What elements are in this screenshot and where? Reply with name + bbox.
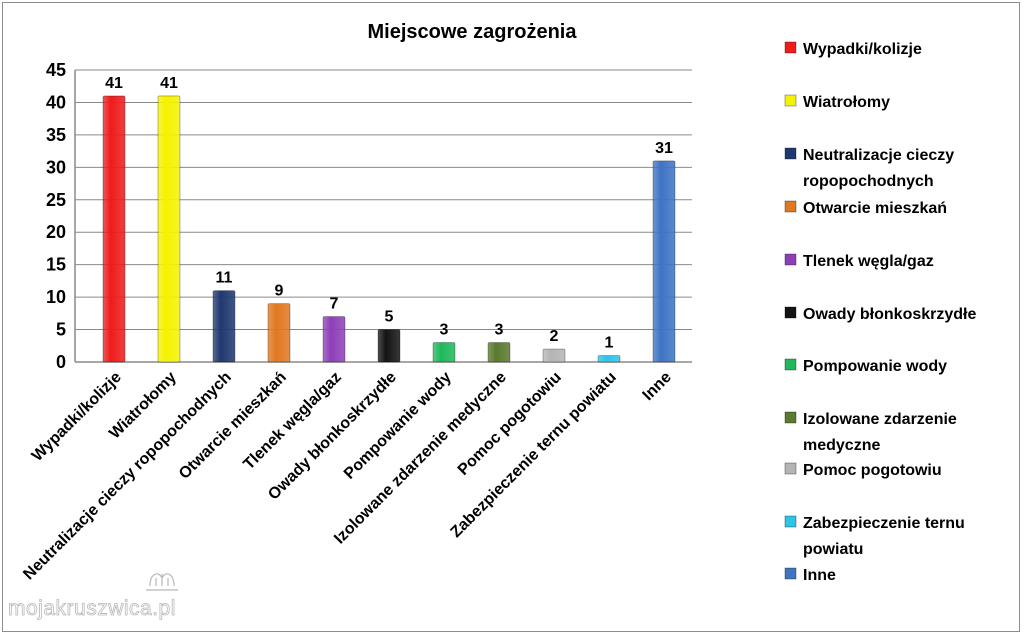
legend-item: Tlenek węgla/gaz [784, 253, 934, 270]
legend-label: Inne [803, 567, 836, 584]
legend-item: Owady błonkoskrzydłe [784, 306, 976, 323]
y-tick-label: 25 [46, 190, 66, 210]
bar-9 [597, 355, 621, 363]
bar-0 [102, 95, 126, 363]
y-tick-label: 15 [46, 255, 66, 275]
legend-label: Wypadki/kolizje [803, 41, 922, 58]
legend-label: Owady błonkoskrzydłe [803, 306, 976, 323]
legend-label: Pompowanie wody [803, 358, 947, 375]
bar-5 [377, 329, 401, 363]
bar-3 [267, 303, 291, 363]
legend-swatch [784, 567, 797, 580]
legend: Wypadki/kolizje Wiatrołomy Neutralizacje c… [784, 41, 976, 584]
legend-item: Izolowane zdarzenie medyczne [784, 411, 957, 454]
bar-2 [212, 290, 236, 363]
x-category-label: Pomoc pogotowiu [455, 369, 565, 479]
legend-label: Neutralizacje cieczy [803, 147, 954, 164]
watermark-text: mojakruszwica.pl [8, 597, 176, 620]
watermark-logo-icon [146, 573, 178, 591]
legend-swatch [784, 41, 797, 54]
legend-item: Wiatrołomy [784, 94, 890, 111]
data-label: 9 [275, 283, 284, 300]
legend-label: Otwarcie mieszkań [803, 200, 947, 217]
legend-item: Pomoc pogotowiu [784, 462, 942, 479]
legend-label: Tlenek węgla/gaz [803, 253, 934, 270]
x-category-label: Neutralizacje cieczy ropopochodnych [20, 369, 234, 583]
data-label: 3 [440, 322, 449, 339]
legend-item: Pompowanie wody [784, 358, 947, 375]
x-category-label: Wypadki/kolizje [29, 369, 125, 465]
legend-swatch [784, 200, 797, 213]
y-tick-label: 10 [46, 287, 66, 307]
legend-swatch [784, 94, 797, 107]
legend-swatch [784, 515, 797, 528]
chart-title: Miejscowe zagrożenia [368, 21, 578, 43]
y-tick-label: 45 [46, 60, 66, 80]
x-category-label: Inne [640, 369, 675, 404]
y-axis-ticks: 0 5 10 15 20 25 30 35 40 45 [46, 60, 66, 372]
bar-8 [542, 348, 566, 363]
data-label: 41 [105, 75, 123, 92]
legend-swatch [784, 462, 797, 475]
legend-item: Neutralizacje cieczy ropopochodnych [784, 147, 954, 190]
data-label: 31 [655, 140, 673, 157]
bars [102, 95, 676, 363]
x-category-label: Otwarcie mieszkań [176, 369, 290, 483]
data-label: 1 [605, 335, 614, 352]
legend-item: Otwarcie mieszkań [784, 200, 947, 217]
data-label: 41 [160, 75, 178, 92]
data-labels: 41 41 11 9 7 5 3 3 2 1 31 [105, 75, 673, 352]
legend-item: Zabezpieczenie ternu powiatu [784, 515, 965, 558]
legend-item: Inne [784, 567, 836, 584]
bar-7 [487, 342, 511, 363]
data-label: 3 [495, 322, 504, 339]
bar-6 [432, 342, 456, 363]
bar-10 [652, 160, 676, 363]
bar-1 [157, 95, 181, 363]
legend-label: ropopochodnych [803, 173, 934, 190]
bar-4 [322, 316, 346, 363]
legend-swatch [784, 253, 797, 266]
data-label: 11 [216, 270, 233, 287]
y-tick-label: 5 [56, 320, 66, 340]
legend-label: Izolowane zdarzenie [803, 411, 957, 428]
y-tick-label: 40 [46, 92, 66, 112]
y-tick-label: 30 [46, 157, 66, 177]
legend-label: medyczne [803, 437, 880, 454]
data-label: 7 [330, 296, 339, 313]
legend-label: Pomoc pogotowiu [803, 462, 942, 479]
watermark: mojakruszwica.pl [8, 573, 178, 620]
y-tick-label: 20 [46, 222, 66, 242]
data-label: 5 [385, 309, 394, 326]
legend-swatch [784, 306, 797, 319]
legend-swatch [784, 147, 797, 160]
legend-label: powiatu [803, 541, 863, 558]
y-tick-label: 0 [56, 352, 66, 372]
legend-label: Wiatrołomy [803, 94, 890, 111]
legend-item: Wypadki/kolizje [784, 41, 922, 58]
legend-swatch [784, 358, 797, 371]
x-category-label: Pompowanie wody [341, 369, 455, 483]
data-label: 2 [550, 328, 559, 345]
legend-label: Zabezpieczenie ternu [803, 515, 965, 532]
y-tick-label: 35 [46, 125, 66, 145]
x-category-label: Tlenek węgla/gaz [240, 369, 344, 473]
legend-swatch [784, 411, 797, 424]
